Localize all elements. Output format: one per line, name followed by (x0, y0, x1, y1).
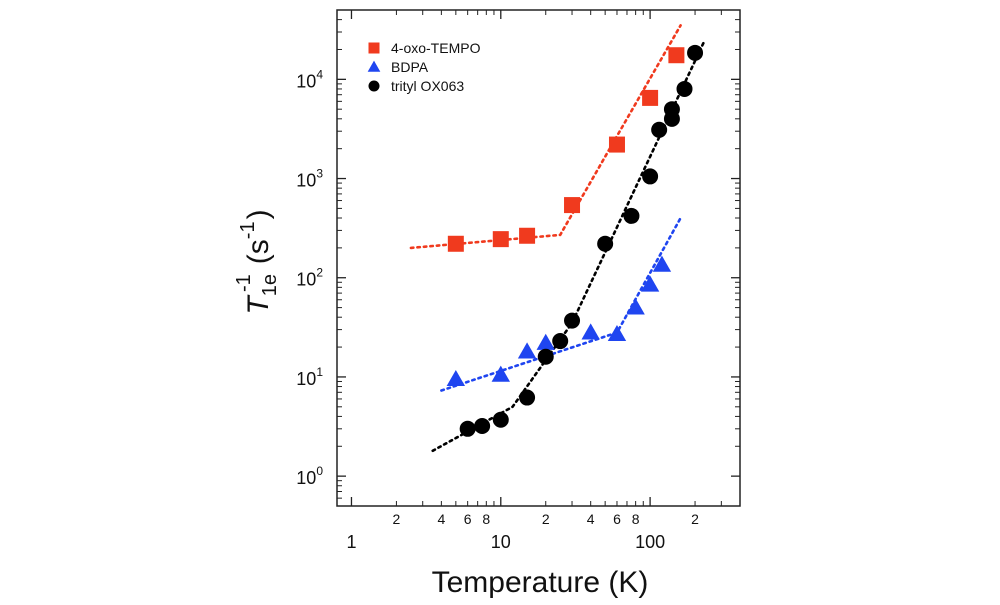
y-tick-base: 10 (296, 270, 316, 290)
data-point (597, 235, 614, 252)
y-tick-base: 10 (296, 468, 316, 488)
data-point (552, 333, 569, 350)
data-point (537, 348, 554, 365)
x-tick-label: 10 (491, 532, 511, 552)
data-point (663, 110, 680, 127)
y-tick-exponent: 2 (316, 266, 323, 280)
x-minor-tick-label: 6 (464, 511, 472, 527)
y-tick-exponent: 1 (316, 365, 323, 379)
data-point (519, 227, 536, 244)
legend-label: trityl OX063 (391, 78, 464, 94)
data-point (608, 136, 625, 153)
x-tick-label: 100 (635, 532, 665, 552)
x-minor-tick-label: 2 (393, 511, 401, 527)
data-point (517, 342, 537, 359)
data-point (519, 389, 536, 406)
y-tick-base: 10 (296, 71, 316, 91)
y-axis-title: T1e-1(s-1) (233, 209, 281, 314)
legend-label: BDPA (391, 59, 429, 75)
fit-line-bdpa (440, 216, 682, 392)
fit-line-trityl-ox063 (431, 40, 706, 453)
y-tick-exponent: 0 (316, 464, 323, 478)
data-point (676, 80, 693, 97)
data-point (642, 168, 659, 185)
y-axis-subscript: 1e (259, 274, 281, 296)
data-point (652, 255, 672, 272)
y-axis-unit-close: ) (242, 209, 275, 219)
x-minor-tick-label: 8 (632, 511, 640, 527)
data-point (623, 207, 640, 224)
data-point (492, 411, 509, 428)
y-axis-unit: (s (242, 239, 275, 264)
data-point (668, 47, 685, 64)
data-point (536, 333, 555, 350)
data-point (474, 418, 491, 435)
data-point (564, 197, 581, 214)
x-minor-tick-label: 6 (613, 511, 621, 527)
data-point (607, 324, 627, 342)
x-axis-title: Temperature (K) (432, 566, 649, 599)
legend-marker (367, 60, 381, 72)
legend-label: 4-oxo-TEMPO (391, 40, 481, 56)
y-axis-unit-superscript: -1 (237, 221, 259, 239)
data-point (687, 44, 704, 61)
x-minor-tick-label: 2 (691, 511, 699, 527)
fit-line-4-oxo-tempo (409, 24, 682, 250)
data-point (446, 369, 466, 387)
y-tick-exponent: 4 (316, 67, 323, 81)
legend-marker (368, 80, 380, 92)
x-minor-tick-label: 8 (482, 511, 490, 527)
x-minor-tick-label: 2 (542, 511, 550, 527)
y-tick-label: 104 (296, 67, 323, 91)
legend: 4-oxo-TEMPO BDPA trityl OX063 (367, 40, 481, 94)
data-point (447, 235, 464, 252)
y-tick-label: 102 (296, 266, 323, 290)
y-tick-exponent: 3 (316, 167, 323, 181)
svg-text:T1e-1(s-1): T1e-1(s-1) (233, 209, 281, 314)
plot-frame (336, 9, 741, 507)
y-tick-label: 100 (296, 464, 323, 488)
x-minor-tick-label: 4 (587, 511, 595, 527)
data-point (459, 420, 476, 437)
data-point (581, 323, 600, 340)
data-point (564, 312, 581, 329)
data-points (446, 44, 704, 437)
x-tick-label: 1 (346, 532, 356, 552)
y-axis-symbol: T (242, 294, 275, 315)
data-point (492, 231, 509, 248)
y-tick-base: 10 (296, 369, 316, 389)
data-point (491, 365, 510, 382)
y-tick-label: 101 (296, 365, 323, 389)
y-axis-superscript: -1 (233, 274, 255, 292)
x-minor-tick-label: 4 (437, 511, 445, 527)
data-point (642, 89, 659, 106)
data-point (626, 298, 645, 315)
y-tick-label: 103 (296, 167, 323, 191)
y-tick-base: 10 (296, 171, 316, 191)
data-point (651, 121, 668, 138)
legend-marker (368, 42, 380, 54)
data-point (640, 275, 660, 292)
